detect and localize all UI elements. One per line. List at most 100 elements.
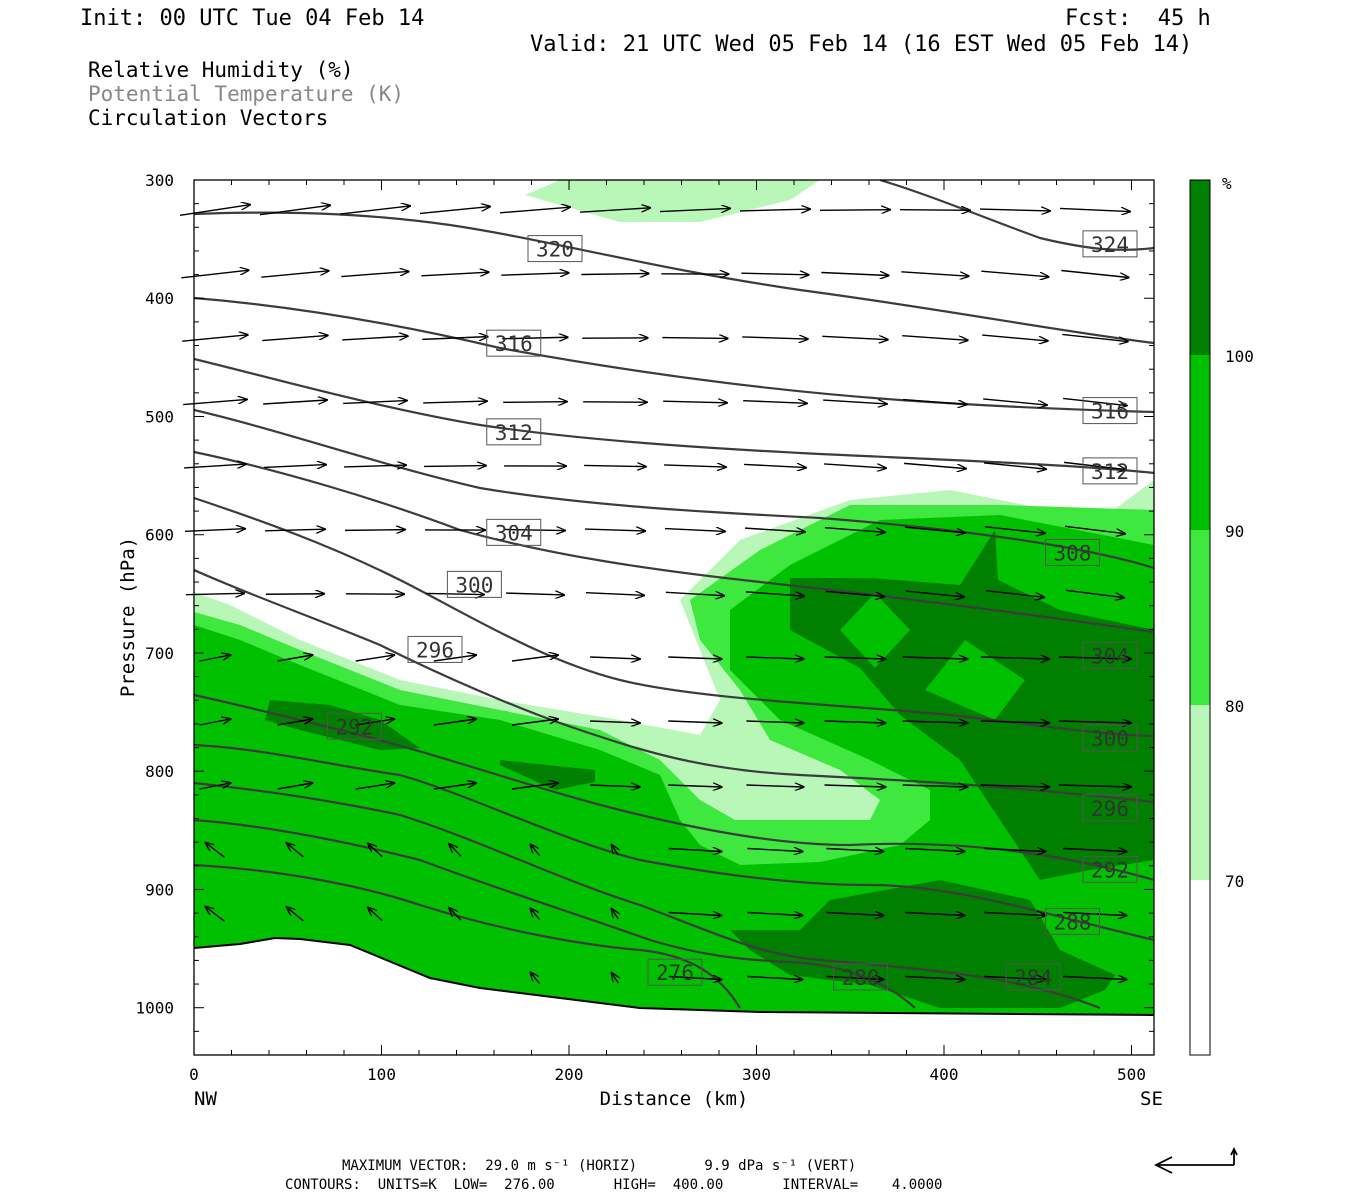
circulation-vector — [199, 783, 231, 790]
y-tick-label: 800 — [145, 762, 174, 781]
x-axis-right-end-label: SE — [1140, 1088, 1163, 1110]
theta-contour — [194, 408, 1154, 570]
contour-label: 292 — [1082, 855, 1138, 883]
circulation-vector — [581, 273, 648, 274]
x-axis-title: Distance (km) — [600, 1088, 749, 1110]
circulation-vector — [199, 719, 231, 726]
circulation-vector — [668, 657, 721, 659]
x-tick-label: 100 — [367, 1065, 396, 1084]
x-tick-label: 500 — [1117, 1065, 1146, 1084]
circulation-vector — [1063, 397, 1127, 405]
contour-label-box — [647, 958, 703, 986]
theta-contour — [194, 743, 1154, 942]
circulation-vector — [745, 591, 804, 596]
y-tick-label: 400 — [145, 289, 174, 308]
theta-contour — [194, 450, 1154, 634]
circulation-vector — [355, 783, 394, 790]
circulation-vector — [1063, 849, 1126, 852]
rh-100-small-mid — [500, 760, 595, 790]
contour-label-text: 304 — [1091, 644, 1129, 668]
circulation-vector — [662, 338, 727, 339]
contour-label-text: 284 — [1014, 966, 1052, 990]
contour-label-text: 316 — [1091, 400, 1129, 424]
circulation-vector — [742, 337, 807, 339]
circulation-vector — [530, 908, 541, 921]
circulation-vector — [433, 719, 476, 726]
circulation-vector — [205, 907, 226, 922]
circulation-vector — [902, 785, 968, 787]
contour-label-box — [1082, 855, 1138, 883]
y-axis: 300 400 500 600 700 800 900 1000 — [135, 171, 1154, 1056]
circulation-vector — [263, 400, 327, 405]
colorbar-label-70: 70 — [1225, 872, 1244, 891]
circulation-vector — [425, 593, 484, 594]
circulation-vector — [985, 589, 1044, 598]
x-tick-label: 300 — [742, 1065, 771, 1084]
theta-contour — [194, 818, 916, 1009]
circulation-vector — [668, 977, 721, 980]
init-time: Init: 00 UTC Tue 04 Feb 14 — [80, 6, 425, 31]
circulation-vector — [664, 465, 726, 467]
circulation-vector — [982, 334, 1047, 341]
theta-contour — [194, 863, 741, 1009]
circulation-vector — [984, 849, 1045, 852]
contour-label-text: 292 — [335, 715, 373, 739]
circulation-vector — [747, 913, 802, 916]
contour-label-box — [1045, 538, 1100, 566]
circulation-vector — [423, 401, 487, 403]
contour-label: 308 — [1045, 538, 1100, 566]
contour-label-text: 320 — [536, 238, 574, 262]
circulation-vector — [819, 210, 890, 211]
circulation-vector — [664, 529, 725, 532]
circulation-vector — [980, 785, 1049, 787]
circulation-vector — [744, 464, 806, 467]
circulation-vector — [368, 843, 383, 858]
x-tick-label: 400 — [930, 1065, 959, 1084]
circulation-vector — [584, 465, 646, 466]
circulation-vector — [824, 721, 886, 723]
x-axis: 0 100 200 300 400 500 — [189, 180, 1146, 1084]
contour-label: 312 — [486, 418, 542, 446]
circulation-vector — [205, 843, 226, 858]
colorbar-label-80: 80 — [1225, 697, 1244, 716]
ground-line — [193, 936, 1155, 1016]
circulation-vector — [503, 402, 567, 403]
circulation-vector — [1063, 913, 1126, 916]
contour-label: 276 — [647, 958, 703, 986]
circulation-vector — [826, 977, 883, 980]
circulation-vector — [826, 849, 883, 852]
circulation-vector — [612, 845, 619, 856]
circulation-vector — [1059, 208, 1130, 211]
rh-fill-layer — [194, 180, 1154, 1055]
circulation-vector — [585, 593, 644, 596]
contour-label-box — [1082, 794, 1138, 822]
contour-label: 316 — [1082, 397, 1138, 425]
circulation-vector — [902, 721, 968, 723]
circulation-vector — [511, 719, 558, 726]
circulation-vector — [739, 209, 810, 211]
circulation-vector — [984, 462, 1046, 469]
rh-100-region-lower — [730, 880, 1115, 1008]
contour-label-text: 280 — [842, 966, 880, 990]
circulation-vector — [179, 205, 250, 217]
contour-label-text: 312 — [1091, 460, 1129, 484]
circulation-vector — [668, 913, 721, 916]
circulation-vector — [339, 206, 410, 215]
contour-label-box — [1082, 397, 1138, 425]
circulation-vector — [979, 209, 1050, 211]
colorbar-frame — [1189, 179, 1211, 1056]
theta-contour — [194, 211, 1154, 345]
circulation-vector — [743, 401, 807, 404]
circulation-vector — [746, 657, 803, 659]
contour-label-text: 304 — [495, 521, 533, 545]
circulation-vector — [668, 721, 721, 723]
theta-contour — [194, 296, 1154, 414]
circulation-vector — [902, 657, 968, 659]
max-vector-info: MAXIMUM VECTOR: 29.0 m s⁻¹ (HORIZ) 9.9 d… — [342, 1158, 857, 1174]
legend-vectors: Circulation Vectors — [88, 106, 329, 130]
terrain — [194, 938, 1154, 1055]
colorbar-70 — [1190, 705, 1210, 880]
circulation-vector — [259, 205, 330, 216]
reference-vector — [1153, 1146, 1238, 1174]
circulation-vector — [980, 721, 1049, 723]
